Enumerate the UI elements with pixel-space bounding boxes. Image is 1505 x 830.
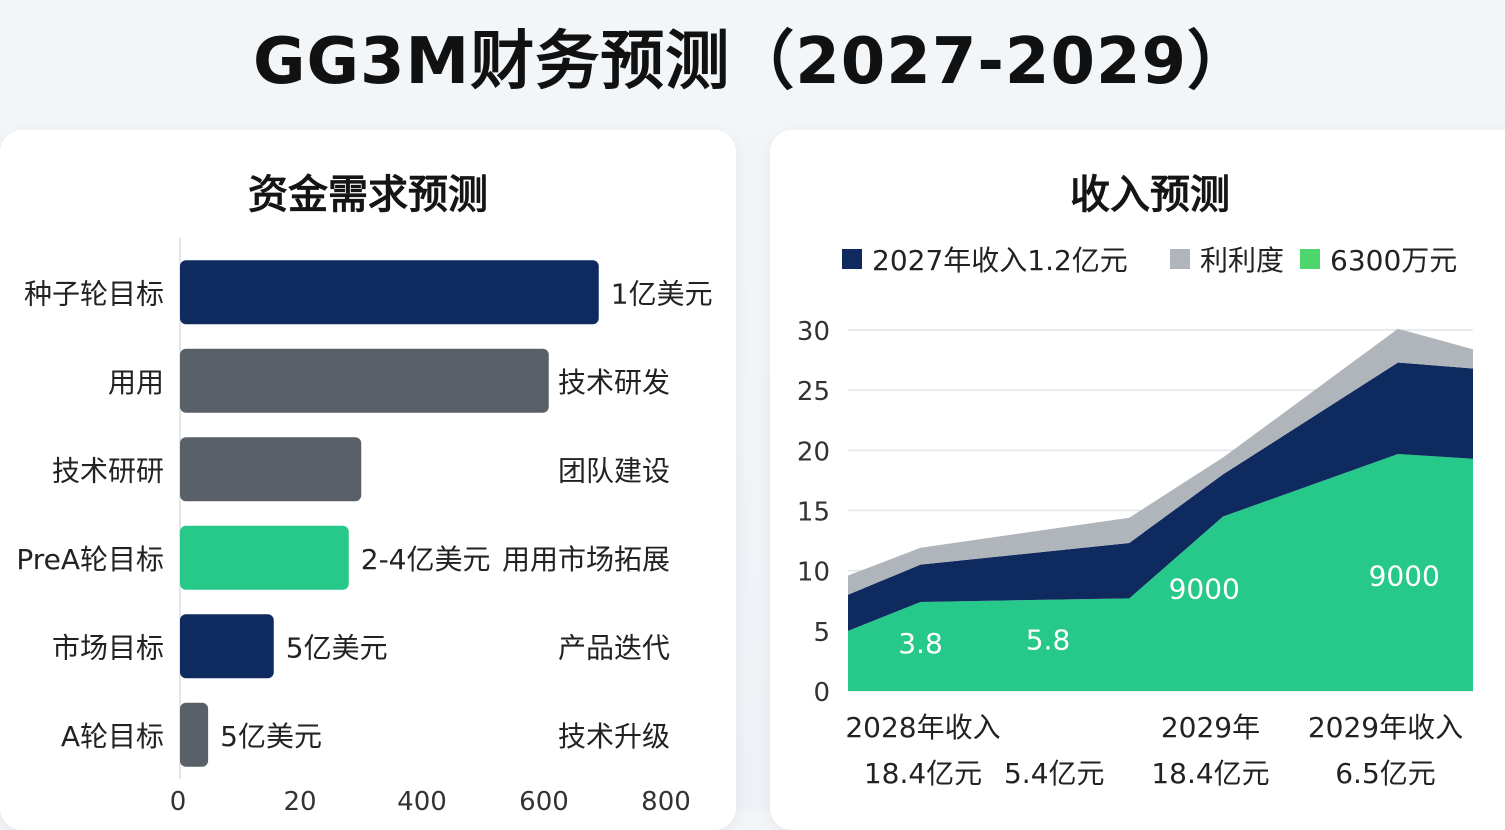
y-tick-label: 0 bbox=[813, 678, 830, 708]
legend-swatch bbox=[842, 249, 862, 269]
x-tick-label: 800 bbox=[641, 787, 691, 817]
legend-swatch bbox=[1300, 249, 1320, 269]
bar bbox=[180, 525, 349, 590]
revenue-panel: 收入预测 2027年收入1.2亿元 利利度 6300万元 0 5 10 15 20 25 30 3.… bbox=[770, 130, 1505, 830]
bar bbox=[180, 437, 362, 502]
bar-value-label: 5亿美元 bbox=[286, 631, 388, 664]
area-series bbox=[848, 453, 1473, 691]
y-tick-label: 15 bbox=[797, 498, 830, 528]
x-tick-label: 400 bbox=[397, 787, 447, 817]
x-label: 2028年收入 bbox=[845, 711, 1000, 744]
y-tick-label: 5 bbox=[813, 618, 830, 648]
page-title: GG3M财务预测（2027-2029） bbox=[252, 25, 1253, 99]
x-label: 6.5亿元 bbox=[1335, 757, 1436, 790]
bar-right-label: 产品迭代 bbox=[558, 631, 670, 664]
bar-value-label: 5亿美元 bbox=[220, 720, 322, 753]
category-label: 种子轮目标 bbox=[24, 277, 164, 310]
y-tick-label: 25 bbox=[797, 377, 830, 407]
bar bbox=[180, 614, 274, 679]
bar-right-label: 团队建设 bbox=[558, 454, 670, 487]
x-tick-label: 0 bbox=[170, 787, 187, 817]
revenue-area-chart: 2027年收入1.2亿元 利利度 6300万元 0 5 10 15 20 25 30 3.8 5.8 9… bbox=[797, 244, 1473, 790]
x-tick-label: 20 bbox=[283, 787, 316, 817]
category-label: 技术研研 bbox=[52, 454, 164, 487]
data-annotation: 9000 bbox=[1369, 559, 1440, 592]
area-series bbox=[848, 328, 1473, 595]
bar-right-label: 用用市场拓展 bbox=[502, 543, 670, 576]
legend-swatch bbox=[1170, 249, 1190, 269]
y-tick-label: 30 bbox=[797, 317, 830, 347]
bar bbox=[180, 348, 549, 413]
bar-value-label: 1亿美元 bbox=[611, 277, 713, 310]
y-tick-label: 20 bbox=[797, 437, 830, 467]
x-label: 18.4亿元 bbox=[864, 757, 982, 790]
x-tick-label: 600 bbox=[519, 787, 569, 817]
data-annotation: 3.8 bbox=[898, 627, 943, 660]
category-label: PreA轮目标 bbox=[16, 543, 164, 576]
category-label: 用用 bbox=[108, 366, 164, 399]
revenue-chart-title: 收入预测 bbox=[1070, 172, 1230, 218]
funding-chart-title: 资金需求预测 bbox=[248, 172, 488, 218]
area-series bbox=[848, 362, 1473, 631]
legend-label: 利利度 bbox=[1200, 244, 1284, 277]
bar bbox=[180, 702, 209, 767]
legend-label: 6300万元 bbox=[1330, 244, 1457, 277]
bar-value-label: 2-4亿美元 bbox=[361, 543, 491, 576]
category-label: A轮目标 bbox=[61, 720, 164, 753]
x-label: 18.4亿元 bbox=[1151, 757, 1269, 790]
legend-label: 2027年收入1.2亿元 bbox=[872, 244, 1128, 277]
bar bbox=[180, 260, 599, 325]
x-label: 2029年 bbox=[1161, 711, 1260, 744]
category-label: 市场目标 bbox=[52, 631, 164, 664]
bar-right-label: 技术研发 bbox=[558, 366, 670, 399]
funding-panel: 资金需求预测 种子轮目标 1亿美元用用 技术研发技术研研 团队建设 PreA轮目标 2-4… bbox=[0, 130, 736, 830]
x-label: 2029年收入 bbox=[1308, 711, 1463, 744]
y-tick-label: 10 bbox=[797, 558, 830, 588]
bar-right-label: 技术升级 bbox=[558, 720, 670, 753]
x-label: 5.4亿元 bbox=[1004, 757, 1105, 790]
data-annotation: 5.8 bbox=[1026, 623, 1071, 656]
data-annotation: 9000 bbox=[1169, 573, 1240, 606]
